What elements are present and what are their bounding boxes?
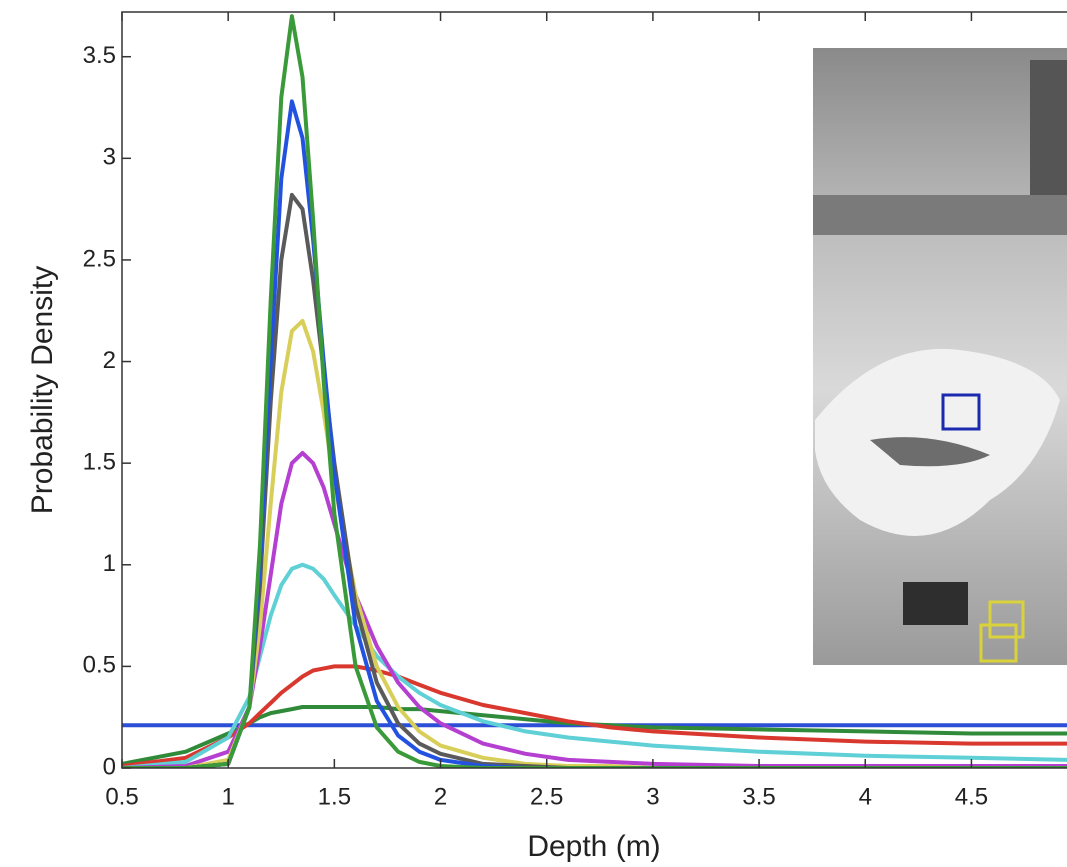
y-tick-label: 3.5 bbox=[83, 42, 116, 69]
x-tick-label: 4 bbox=[859, 783, 872, 810]
y-tick-label: 2 bbox=[103, 347, 116, 374]
density-curve bbox=[122, 705, 1067, 766]
y-tick-label: 1.5 bbox=[83, 449, 116, 476]
y-tick-label: 0.5 bbox=[83, 652, 116, 679]
y-tick-label: 1 bbox=[103, 550, 116, 577]
x-tick-label: 1.5 bbox=[318, 783, 351, 810]
y-axis-label: Probability Density bbox=[26, 266, 59, 514]
x-tick-label: 3 bbox=[646, 783, 659, 810]
x-axis-label: Depth (m) bbox=[527, 830, 660, 863]
density-curve bbox=[122, 14, 1067, 768]
y-tick-label: 2.5 bbox=[83, 245, 116, 272]
x-tick-label: 2.5 bbox=[530, 783, 563, 810]
x-tick-label: 2 bbox=[434, 783, 447, 810]
density-curve bbox=[122, 451, 1067, 768]
inset-photo bbox=[813, 48, 1067, 665]
x-tick-label: 1 bbox=[222, 783, 235, 810]
x-tick-label: 4.5 bbox=[955, 783, 988, 810]
y-tick-label: 0 bbox=[103, 753, 116, 780]
x-tick-label: 3.5 bbox=[742, 783, 775, 810]
plot-frame bbox=[121, 11, 1067, 769]
x-tick-label: 0.5 bbox=[105, 783, 138, 810]
y-tick-label: 3 bbox=[103, 144, 116, 171]
